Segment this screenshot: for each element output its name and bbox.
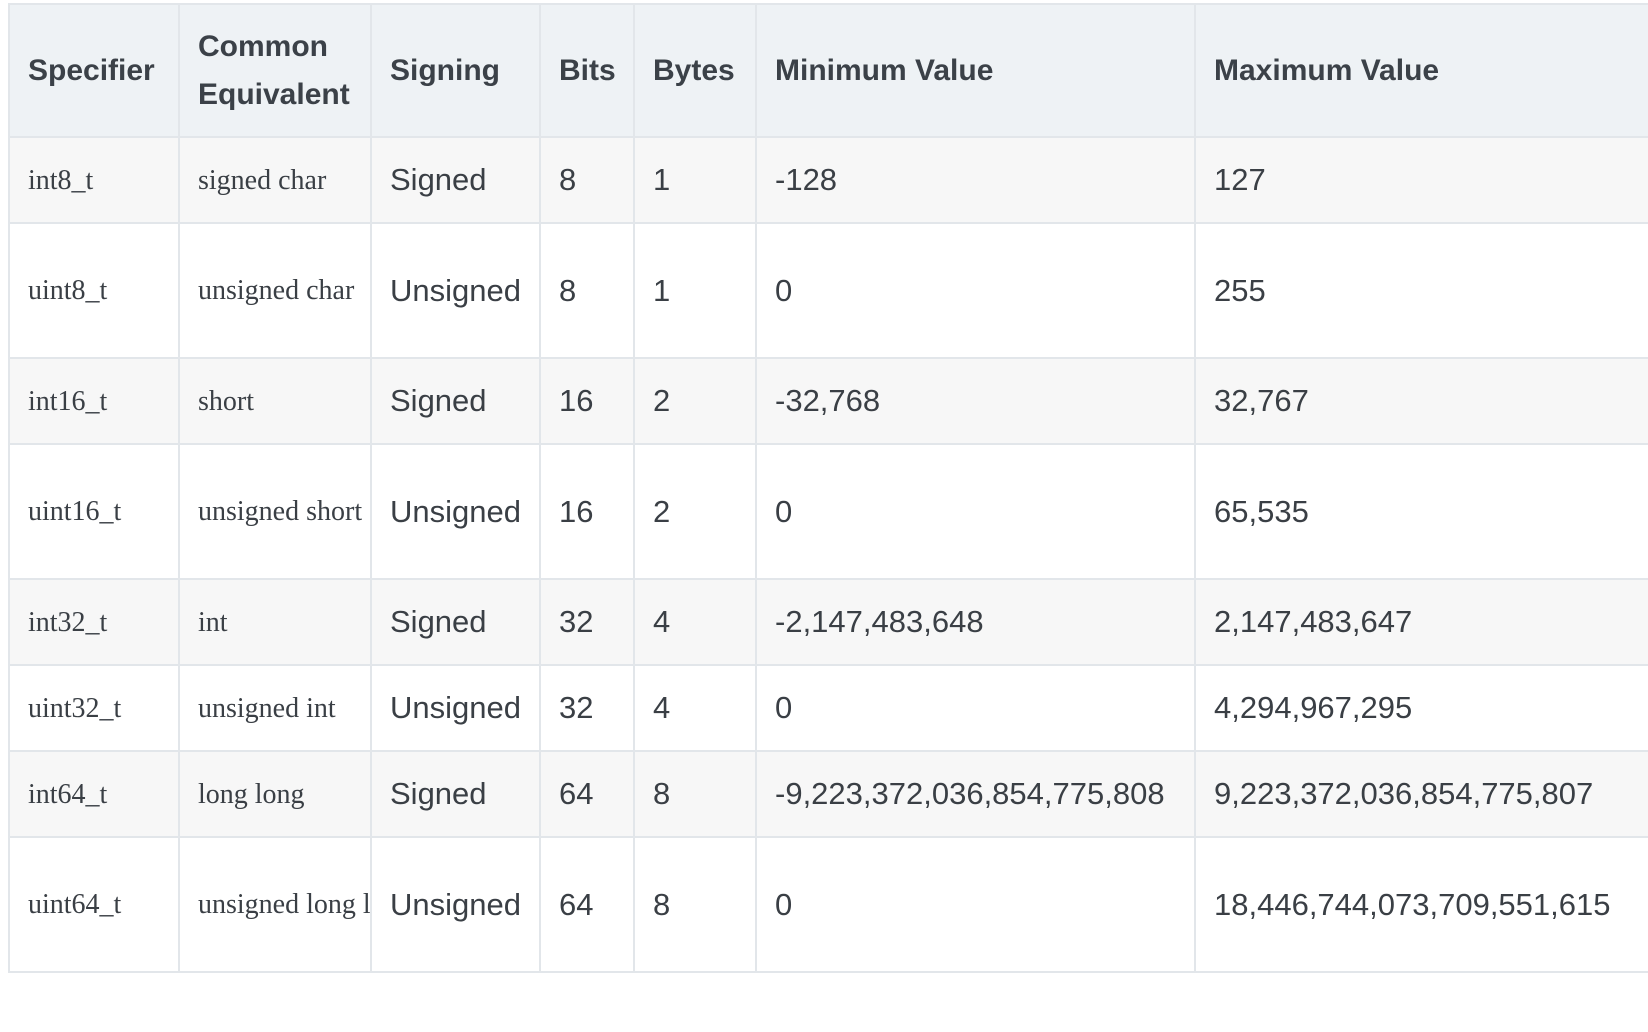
cell-bytes: 8 [633,836,757,973]
cell-bytes: 2 [633,357,757,445]
header-bytes: Bytes [633,3,757,138]
cell-signing: Signed [370,357,541,445]
cell-min: 0 [755,664,1196,752]
cell-min: 0 [755,222,1196,359]
header-bits: Bits [539,3,635,138]
table-row: int8_t signed char Signed 8 1 -128 127 [8,136,1648,224]
table-row: uint8_t unsigned char Unsigned 8 1 0 255 [8,222,1648,359]
table-row: uint32_t unsigned int Unsigned 32 4 0 4,… [8,664,1648,752]
header-common-equivalent-line1: Common [198,29,328,63]
cell-min: 0 [755,836,1196,973]
cell-min: -9,223,372,036,854,775,808 [755,750,1196,838]
cell-max: 127 [1194,136,1648,224]
header-maximum-value: Maximum Value [1194,3,1648,138]
header-specifier: Specifier [8,3,180,138]
cell-equivalent: unsigned char [178,222,372,359]
cell-max: 32,767 [1194,357,1648,445]
table-row: uint64_t unsigned long long Unsigned 64 … [8,836,1648,973]
cell-min: -2,147,483,648 [755,578,1196,666]
header-signing: Signing [370,3,541,138]
table-row: int32_t int Signed 32 4 -2,147,483,648 2… [8,578,1648,666]
cell-min: -128 [755,136,1196,224]
cell-bytes: 4 [633,664,757,752]
cell-signing: Signed [370,136,541,224]
cell-bits: 64 [539,836,635,973]
cell-bits: 64 [539,750,635,838]
cell-specifier: uint64_t [8,836,180,973]
cell-specifier: int64_t [8,750,180,838]
cell-equivalent: int [178,578,372,666]
cell-bits: 8 [539,222,635,359]
cell-specifier: uint16_t [8,443,180,580]
cell-signing: Unsigned [370,443,541,580]
cell-max: 255 [1194,222,1648,359]
cell-max: 65,535 [1194,443,1648,580]
cell-specifier: int32_t [8,578,180,666]
cell-specifier: int8_t [8,136,180,224]
cell-max: 4,294,967,295 [1194,664,1648,752]
cell-bits: 8 [539,136,635,224]
table-row: uint16_t unsigned short Unsigned 16 2 0 … [8,443,1648,580]
cell-specifier: int16_t [8,357,180,445]
cell-bytes: 2 [633,443,757,580]
cell-bits: 32 [539,578,635,666]
cell-bytes: 8 [633,750,757,838]
cell-min: -32,768 [755,357,1196,445]
table-row: int16_t short Signed 16 2 -32,768 32,767 [8,357,1648,445]
integer-types-table: Specifier Common Equivalent Signing Bits… [8,3,1648,973]
cell-specifier: uint32_t [8,664,180,752]
cell-equivalent: short [178,357,372,445]
cell-signing: Unsigned [370,836,541,973]
cell-bits: 16 [539,443,635,580]
cell-bits: 16 [539,357,635,445]
cell-equivalent: long long [178,750,372,838]
header-common-equivalent-line2: Equivalent [198,77,350,111]
cell-equivalent: unsigned int [178,664,372,752]
cell-specifier: uint8_t [8,222,180,359]
cell-bytes: 1 [633,222,757,359]
table-header-row: Specifier Common Equivalent Signing Bits… [8,3,1648,138]
table-row: int64_t long long Signed 64 8 -9,223,372… [8,750,1648,838]
cell-signing: Unsigned [370,664,541,752]
cell-bytes: 1 [633,136,757,224]
cell-equivalent: unsigned long long [178,836,372,973]
cell-bits: 32 [539,664,635,752]
cell-max: 2,147,483,647 [1194,578,1648,666]
cell-signing: Signed [370,578,541,666]
cell-equivalent: signed char [178,136,372,224]
header-minimum-value: Minimum Value [755,3,1196,138]
cell-bytes: 4 [633,578,757,666]
header-common-equivalent: Common Equivalent [178,3,372,138]
cell-signing: Signed [370,750,541,838]
cell-signing: Unsigned [370,222,541,359]
cell-max: 18,446,744,073,709,551,615 [1194,836,1648,973]
cell-min: 0 [755,443,1196,580]
cell-equivalent: unsigned short [178,443,372,580]
cell-max: 9,223,372,036,854,775,807 [1194,750,1648,838]
